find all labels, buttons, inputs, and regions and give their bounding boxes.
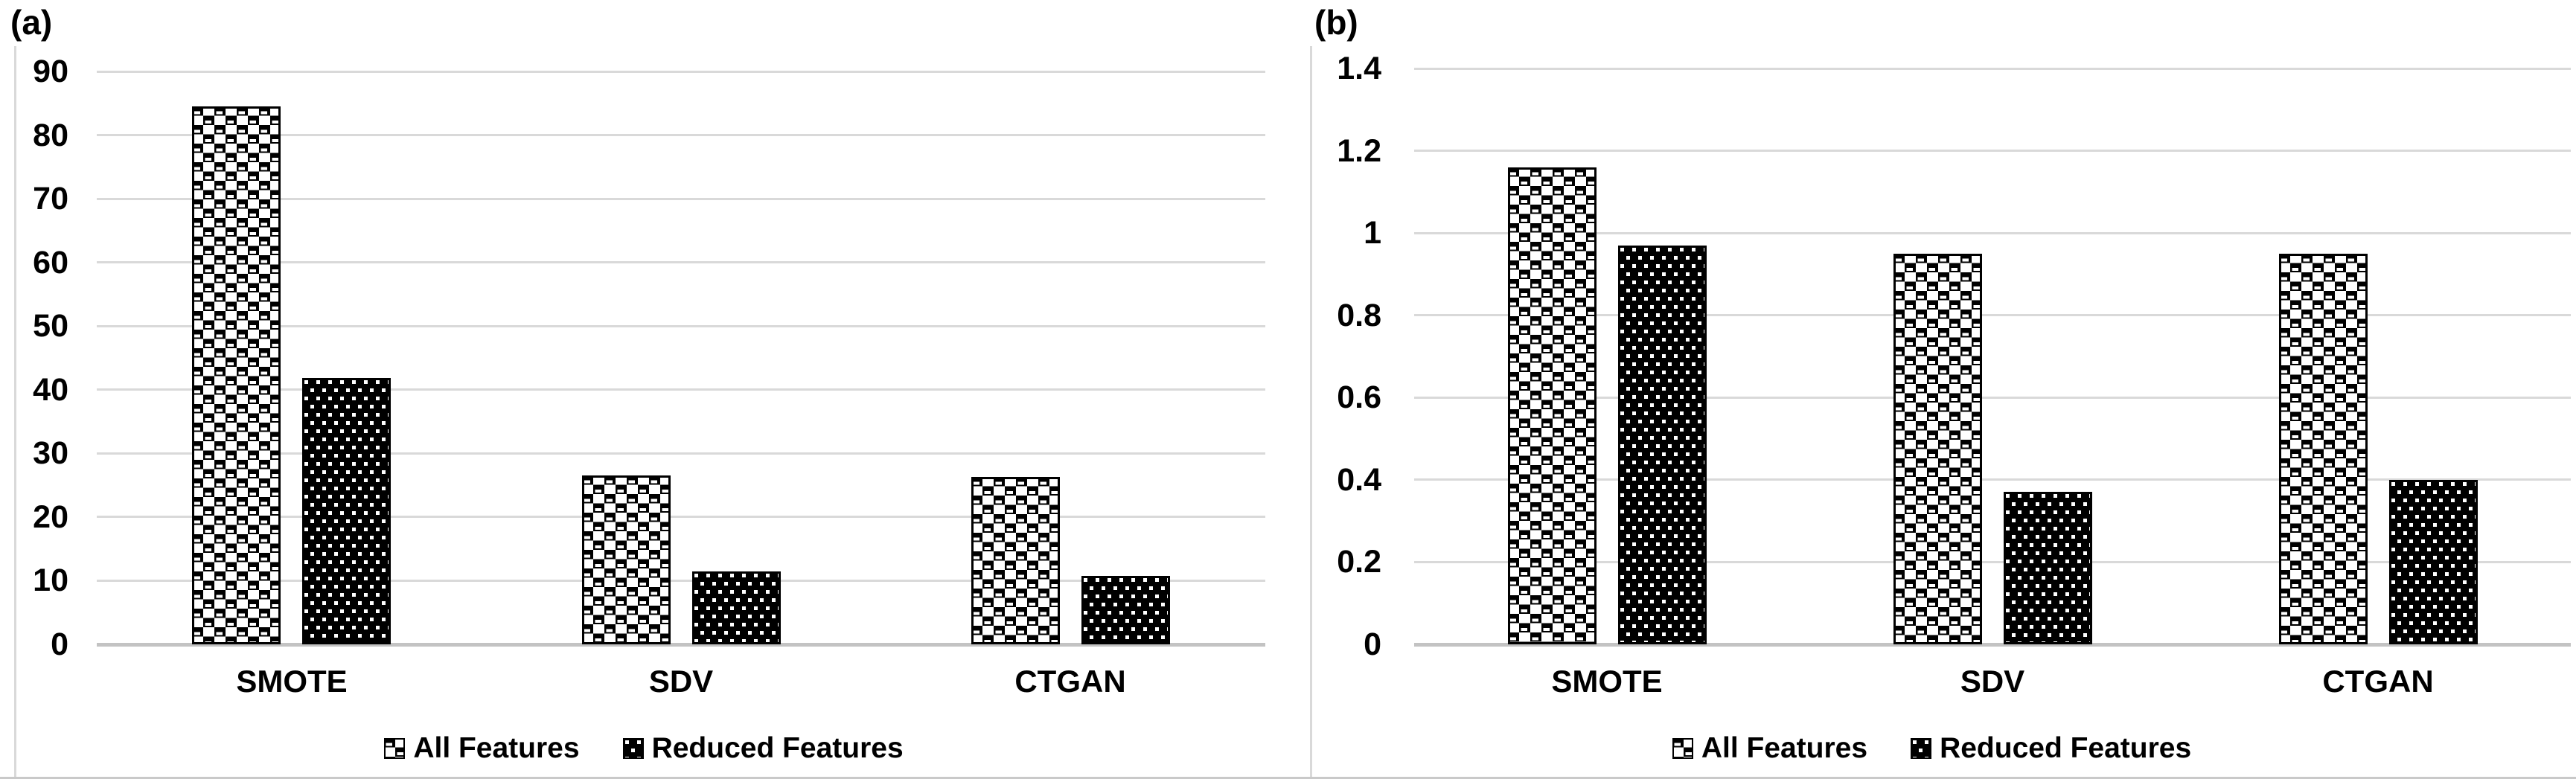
bar-ctgan-all-features	[971, 477, 1060, 644]
gridline-1	[1414, 231, 2571, 234]
chart-b-panel: (b) 0 0.2 0.4 0.6 0.8 1 1.2 1.4 SMOTE SDV CTGAN All …	[1288, 0, 2576, 782]
gridline-80	[97, 134, 1265, 137]
legend-item-reduced-features: Reduced Features	[1911, 732, 2191, 765]
gridline-0-6	[1414, 396, 2571, 399]
legend-swatch-fill-all-features	[384, 738, 406, 759]
y-tick-30: 30	[33, 435, 68, 472]
y-tick-0-6: 0.6	[1337, 379, 1381, 416]
y-tick-80: 80	[33, 117, 68, 153]
y-tick-1: 1	[1364, 215, 1381, 251]
legend-swatch-reduced-features	[622, 738, 644, 759]
gridline-1-4	[1414, 67, 2571, 70]
bar-fill-sdv-all-features	[582, 475, 671, 644]
panel-label-a: (a)	[10, 3, 53, 42]
gridline-50	[97, 324, 1265, 327]
y-tick-90: 90	[33, 54, 68, 89]
legend-swatch-fill-all-features	[1672, 738, 1693, 759]
gridline-30	[97, 452, 1265, 455]
x-axis-line	[1414, 643, 2571, 647]
gridline-70	[97, 197, 1265, 200]
y-tick-40: 40	[33, 371, 68, 408]
legend-swatch-fill-reduced-features	[622, 738, 644, 759]
y-tick-60: 60	[33, 244, 68, 281]
y-tick-10: 10	[33, 563, 68, 599]
y-tick-0: 0	[1364, 626, 1381, 662]
y-tick-1-2: 1.2	[1337, 132, 1381, 169]
category-label-smote: SMOTE	[1551, 664, 1663, 699]
bar-fill-ctgan-all-features	[971, 477, 1060, 644]
bar-fill-smote-reduced-features	[302, 378, 391, 644]
y-tick-0-8: 0.8	[1337, 297, 1381, 333]
legend-swatch-fill-reduced-features	[1911, 738, 1932, 759]
bar-ctgan-all-features	[2279, 254, 2368, 644]
y-tick-70: 70	[33, 181, 68, 217]
bar-sdv-all-features	[582, 475, 671, 644]
legend-label-reduced-features: Reduced Features	[651, 732, 904, 764]
gridline-40	[97, 388, 1265, 391]
category-label-smote: SMOTE	[236, 664, 348, 699]
bar-smote-all-features	[1508, 167, 1597, 644]
y-tick-0: 0	[51, 626, 68, 662]
gridline-90	[97, 70, 1265, 73]
legend: All Features Reduced Features	[1288, 732, 2576, 765]
bar-fill-sdv-reduced-features	[692, 571, 781, 644]
bar-ctgan-reduced-features	[1081, 576, 1170, 644]
bar-ctgan-reduced-features	[2389, 480, 2478, 644]
category-label-ctgan: CTGAN	[1014, 664, 1126, 699]
legend-label-reduced-features: Reduced Features	[1940, 732, 2192, 764]
legend-swatch-all-features	[384, 738, 406, 759]
legend: All Features Reduced Features	[0, 732, 1288, 765]
bar-fill-ctgan-all-features	[2279, 254, 2368, 644]
chart-a-panel: (a) 0 10 20 30 40 50 60 70 80 90 SMOTE SDV CTGAN All F…	[0, 3, 1288, 777]
bar-sdv-reduced-features	[692, 571, 781, 644]
gridline-0-4	[1414, 478, 2571, 481]
bar-fill-ctgan-reduced-features	[2389, 480, 2478, 644]
gridline-20	[97, 516, 1265, 519]
bar-smote-all-features	[192, 106, 281, 644]
bar-fill-smote-reduced-features	[1618, 246, 1707, 644]
y-tick-20: 20	[33, 499, 68, 535]
bar-fill-ctgan-reduced-features	[1081, 576, 1170, 644]
panel-label-b: (b)	[1314, 3, 1358, 42]
x-axis-line	[97, 643, 1265, 647]
y-tick-1-4: 1.4	[1337, 51, 1381, 86]
gridline-60	[97, 261, 1265, 264]
category-label-sdv: SDV	[1960, 664, 2025, 699]
gridline-0-8	[1414, 314, 2571, 317]
figure-bottom-border	[0, 777, 2576, 779]
gridline-1-2	[1414, 150, 2571, 153]
legend-label-all-features: All Features	[1701, 732, 1868, 764]
bar-fill-smote-all-features	[192, 106, 281, 644]
legend-item-all-features: All Features	[1672, 732, 1867, 765]
bar-fill-sdv-all-features	[1893, 254, 1982, 644]
panel-left-border	[14, 46, 16, 777]
y-tick-0-2: 0.2	[1337, 544, 1381, 580]
legend-label-all-features: All Features	[413, 732, 580, 764]
legend-item-reduced-features: Reduced Features	[622, 732, 904, 765]
bar-fill-sdv-reduced-features	[2004, 492, 2092, 644]
legend-swatch-all-features	[1672, 738, 1693, 759]
y-tick-0-4: 0.4	[1337, 461, 1381, 498]
y-tick-50: 50	[33, 308, 68, 344]
legend-swatch-reduced-features	[1911, 738, 1932, 759]
bar-sdv-all-features	[1893, 254, 1982, 644]
panel-left-border	[1310, 46, 1312, 777]
legend-item-all-features: All Features	[384, 732, 580, 765]
bar-smote-reduced-features	[302, 378, 391, 644]
bar-sdv-reduced-features	[2004, 492, 2092, 644]
bar-fill-smote-all-features	[1508, 167, 1597, 644]
category-label-sdv: SDV	[648, 664, 714, 699]
gridline-10	[97, 579, 1265, 582]
category-label-ctgan: CTGAN	[2322, 664, 2434, 699]
gridline-0-2	[1414, 560, 2571, 563]
bar-smote-reduced-features	[1618, 246, 1707, 644]
